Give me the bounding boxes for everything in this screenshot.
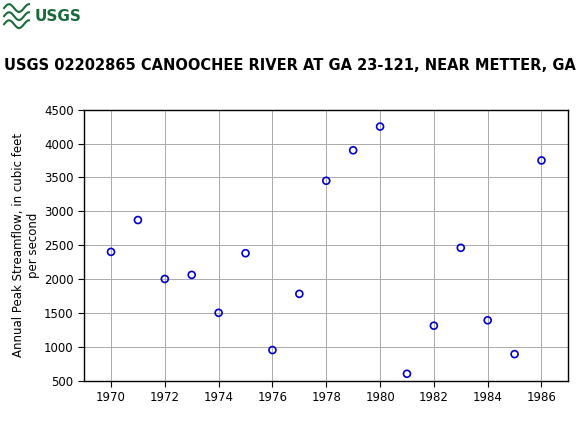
- Point: [133, 217, 143, 224]
- Point: [241, 250, 250, 257]
- Y-axis label: Annual Peak Streamflow, in cubic feet
per second: Annual Peak Streamflow, in cubic feet pe…: [12, 133, 40, 357]
- Point: [268, 347, 277, 353]
- Point: [349, 147, 358, 154]
- Point: [321, 177, 331, 184]
- Point: [160, 276, 169, 283]
- FancyBboxPatch shape: [3, 2, 70, 31]
- Point: [429, 322, 438, 329]
- Text: USGS 02202865 CANOOCHEE RIVER AT GA 23-121, NEAR METTER, GA: USGS 02202865 CANOOCHEE RIVER AT GA 23-1…: [4, 58, 576, 73]
- Point: [456, 244, 465, 251]
- Point: [214, 310, 223, 316]
- Point: [106, 249, 115, 255]
- Point: [510, 351, 519, 358]
- Text: USGS: USGS: [35, 9, 82, 24]
- Point: [537, 157, 546, 164]
- Point: [483, 317, 492, 324]
- Point: [187, 271, 197, 278]
- Point: [375, 123, 385, 130]
- Point: [295, 290, 304, 297]
- Point: [403, 370, 412, 377]
